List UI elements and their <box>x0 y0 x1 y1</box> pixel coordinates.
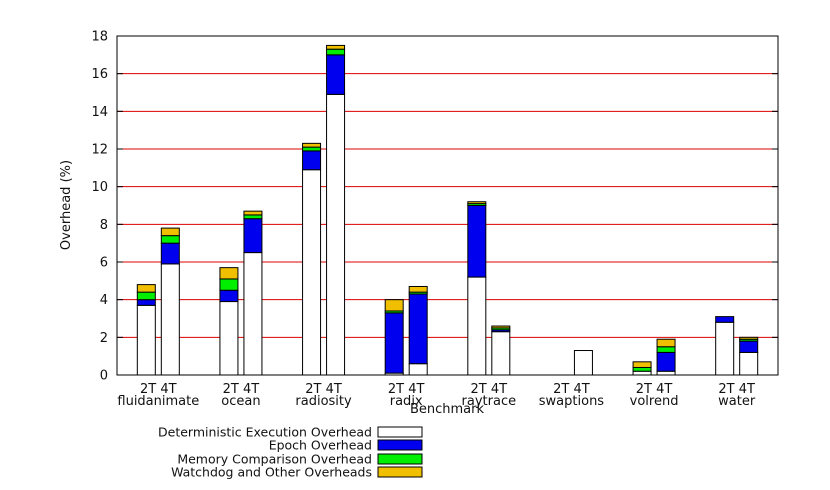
bar-segment-radiosity-4T-s1 <box>326 54 346 95</box>
bar-segment-radix-2T-s1 <box>384 312 404 374</box>
y-tick-label: 18 <box>91 30 108 45</box>
bar-segment-radix-2T-s3 <box>384 299 404 312</box>
bar-segment-fluidanimate-4T-s0 <box>160 263 180 376</box>
bar-segment-ocean-2T-s1 <box>219 289 239 303</box>
bar-segment-radiosity-2T-s2 <box>302 146 322 152</box>
bar-segment-volrend-4T-s0 <box>656 370 676 376</box>
bar-segment-water-4T-s0 <box>739 351 759 376</box>
category-label-raytrace: raytrace <box>462 394 517 409</box>
bar-segment-swaptions-4T-s0 <box>573 350 593 376</box>
y-tick-label: 16 <box>91 67 108 82</box>
category-label-radiosity: radiosity <box>295 394 352 409</box>
category-label-radix: radix <box>390 394 423 409</box>
bar-segment-volrend-4T-s3 <box>656 338 676 348</box>
bar-segment-fluidanimate-4T-s1 <box>160 242 180 265</box>
y-tick-label: 0 <box>100 369 108 384</box>
y-tick-label: 10 <box>91 180 108 195</box>
category-label-fluidanimate: fluidanimate <box>117 394 199 409</box>
y-tick-label: 12 <box>91 143 108 158</box>
category-label-water: water <box>718 394 756 409</box>
bar-segment-fluidanimate-4T-s2 <box>160 235 180 244</box>
bar-segment-raytrace-2T-s3 <box>467 201 487 205</box>
bar-segment-radix-4T-s0 <box>408 363 428 376</box>
gridlines <box>117 73 778 338</box>
legend-swatch-0 <box>377 426 423 438</box>
bar-segment-fluidanimate-2T-s2 <box>136 291 156 301</box>
y-axis-ticks: 0 2 4 6 8 10 12 14 16 18 <box>91 30 778 384</box>
bar-segment-fluidanimate-2T-s1 <box>136 299 156 306</box>
bar-segment-volrend-4T-s2 <box>656 346 676 353</box>
bar-segment-radiosity-2T-s1 <box>302 150 322 171</box>
bar-pair-label: 2T 4T <box>140 382 177 397</box>
legend-swatch-1 <box>377 439 423 451</box>
legend-label-1: Epoch Overhead <box>269 438 372 453</box>
y-tick-label: 6 <box>100 256 108 271</box>
bar-segment-volrend-2T-s0 <box>632 370 652 376</box>
bar-segment-volrend-2T-s3 <box>632 361 652 368</box>
bar-segment-ocean-4T-s1 <box>243 218 263 254</box>
y-axis-title: Overhead (%) <box>59 160 74 250</box>
bar-pair-label: 2T 4T <box>223 382 260 397</box>
bar-segment-fluidanimate-2T-s3 <box>136 284 156 293</box>
bar-pair-label: 2T 4T <box>471 382 508 397</box>
bar-segment-radiosity-2T-s0 <box>302 169 322 376</box>
bars <box>136 44 759 376</box>
bar-segment-radiosity-4T-s2 <box>326 48 346 56</box>
bar-pair-label: 2T 4T <box>636 382 673 397</box>
y-tick-label: 2 <box>100 331 108 346</box>
bar-segment-ocean-4T-s2 <box>243 214 263 220</box>
bar-segment-water-4T-s1 <box>739 340 759 353</box>
legend-swatch-3 <box>377 466 423 478</box>
bar-segment-ocean-2T-s2 <box>219 278 239 291</box>
bar-pair-label: 2T 4T <box>553 382 590 397</box>
bar-segment-ocean-2T-s0 <box>219 301 239 376</box>
y-tick-label: 8 <box>100 218 108 233</box>
bar-pair-label: 2T 4T <box>718 382 755 397</box>
bar-segment-ocean-4T-s0 <box>243 252 263 376</box>
bar-segment-radiosity-4T-s3 <box>326 44 346 50</box>
bar-segment-radix-4T-s3 <box>408 285 428 293</box>
x-axis-title: Benchmark <box>410 402 485 417</box>
legend-label-0: Deterministic Execution Overhead <box>158 425 372 440</box>
plot-frame <box>116 35 779 376</box>
bar-segment-water-4T-s3 <box>739 336 759 340</box>
bar-segment-radix-4T-s1 <box>408 293 428 365</box>
bar-pair-label: 2T 4T <box>388 382 425 397</box>
bar-segment-raytrace-4T-s0 <box>491 331 511 376</box>
bar-segment-radiosity-2T-s3 <box>302 142 322 148</box>
bar-segment-volrend-4T-s1 <box>656 351 676 372</box>
bar-segment-water-2T-s0 <box>715 321 735 376</box>
bar-segment-fluidanimate-4T-s3 <box>160 227 180 237</box>
legend-label-2: Memory Comparison Overhead <box>177 452 372 467</box>
category-label-volrend: volrend <box>630 394 679 409</box>
bar-segment-volrend-2T-s2 <box>632 366 652 372</box>
category-label-swaptions: swaptions <box>539 394 605 409</box>
bar-segment-raytrace-2T-s0 <box>467 276 487 376</box>
bar-segment-fluidanimate-2T-s0 <box>136 304 156 376</box>
legend-swatch-2 <box>377 453 423 465</box>
bar-segment-radiosity-4T-s0 <box>326 93 346 376</box>
bar-pair-label: 2T 4T <box>305 382 342 397</box>
bar-segment-ocean-4T-s3 <box>243 210 263 216</box>
bar-segment-water-2T-s1 <box>715 316 735 323</box>
category-label-ocean: ocean <box>221 394 260 409</box>
bar-segment-raytrace-4T-s3 <box>491 325 511 329</box>
legend-label-3: Watchdog and Other Overheads <box>171 465 372 480</box>
y-tick-label: 14 <box>91 105 108 120</box>
y-tick-label: 4 <box>100 293 108 308</box>
bar-segment-raytrace-2T-s1 <box>467 205 487 278</box>
bar-segment-ocean-2T-s3 <box>219 267 239 280</box>
